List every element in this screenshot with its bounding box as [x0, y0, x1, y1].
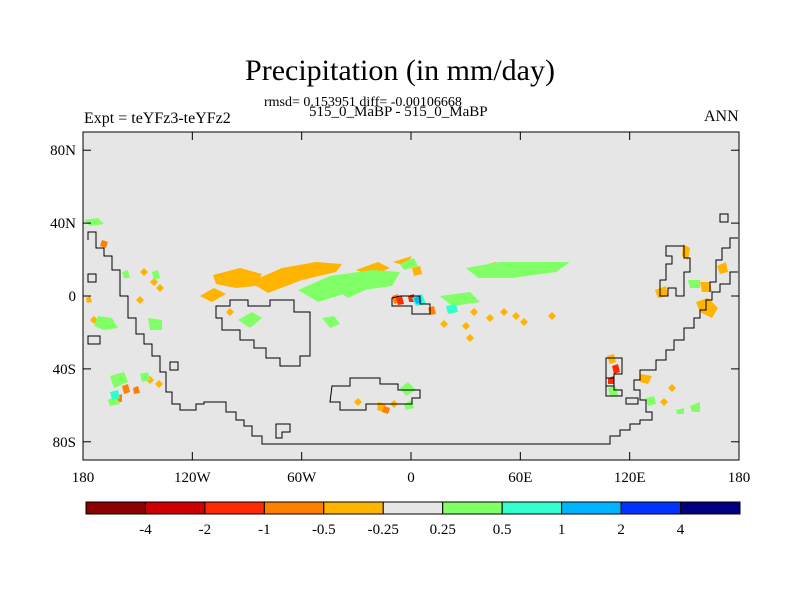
- lon-tick-label: 60W: [287, 470, 317, 486]
- negative-anomaly-patches: [86, 244, 728, 412]
- stats-line: rmsd= 0.153951 diff= -0.00106668: [264, 95, 462, 110]
- colorbar-label: -1: [258, 522, 271, 538]
- lon-tick-label: 60E: [508, 470, 532, 486]
- lat-tick-label: 40S: [53, 362, 76, 378]
- experiment-label: Expt = teYFz3-teYFz2: [84, 110, 231, 127]
- season-label: ANN: [704, 108, 739, 125]
- colorbar-label: 0.5: [493, 522, 512, 538]
- colorbar-swatch: [382, 501, 444, 515]
- colorbar-swatch: [144, 501, 206, 515]
- colorbar-swatch: [680, 501, 741, 515]
- lon-tick-label: 180: [72, 470, 95, 486]
- lat-tick-label: 0: [69, 289, 77, 305]
- colorbar-label: 1: [558, 522, 566, 538]
- colorbar-label: -0.25: [368, 522, 399, 538]
- colorbar-swatch: [323, 501, 384, 515]
- lon-tick-label: 180: [728, 470, 751, 486]
- colorbar-swatch: [501, 501, 563, 515]
- latitude-axis: 80N 40N 0 40S 80S: [50, 143, 739, 451]
- colorbar-label: -2: [199, 522, 212, 538]
- lat-tick-label: 80N: [50, 143, 76, 159]
- lon-tick-label: 0: [407, 470, 415, 486]
- colorbar-label: 4: [677, 522, 685, 538]
- plot-subtitle: 515_0_MaBP - 515_0_MaBP: [309, 104, 488, 120]
- colorbar-swatch: [442, 501, 503, 515]
- colorbar-swatch: [204, 501, 265, 515]
- colorbar-label: 2: [617, 522, 625, 538]
- colorbar-swatch: [561, 501, 622, 515]
- colorbar-label: -0.5: [312, 522, 336, 538]
- colorbar-swatch: [263, 501, 325, 515]
- positive-anomaly-patches: [84, 218, 700, 414]
- colorbar-swatch: [620, 501, 682, 515]
- lon-tick-label: 120E: [614, 470, 646, 486]
- colorbar-label: -4: [139, 522, 152, 538]
- lon-tick-label: 120W: [174, 470, 212, 486]
- longitude-axis: 180 120W 60W 0 60E 120E 180: [72, 132, 751, 486]
- plot-title: Precipitation (in mm/day): [245, 54, 555, 87]
- lat-tick-label: 80S: [53, 435, 76, 451]
- coastlines: [87, 213, 738, 445]
- colorbar: -4 -2 -1 -0.5 -0.25 0.25 0.5 1 2 4: [85, 501, 741, 538]
- scattered-negative-cells: [90, 268, 676, 408]
- difference-patches: [84, 218, 728, 414]
- colorbar-label: 0.25: [430, 522, 456, 538]
- lat-tick-label: 40N: [50, 216, 76, 232]
- colorbar-swatch: [85, 501, 146, 515]
